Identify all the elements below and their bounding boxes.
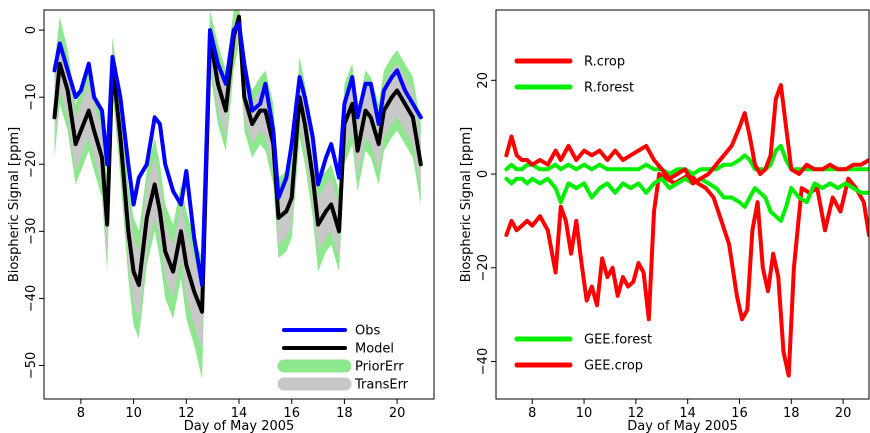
y-tick-label: −40	[24, 285, 39, 312]
y-tick-label: −30	[24, 218, 39, 245]
x-tick-label: 12	[178, 406, 195, 421]
left-chart: 8 10 12 14 16 18 20 0 −10 −20 −30 −40 −50 Day of May …	[7, 9, 435, 433]
x-tick-label: 8	[528, 406, 536, 421]
series-model	[52, 14, 423, 314]
x-tick-label: 12	[628, 406, 645, 421]
x-axis-label: Day of May 2005	[184, 419, 295, 433]
y-tick-label: −20	[24, 151, 39, 178]
legend-label-transerr: TransErr	[354, 378, 409, 393]
y-tick-label: −40	[476, 348, 491, 375]
x-tick-label: 8	[77, 406, 85, 421]
plot-frame	[495, 9, 870, 400]
x-tick-label: 16	[283, 406, 300, 421]
series-obs	[52, 21, 423, 287]
x-tick-label: 14	[679, 406, 696, 421]
legend-label-priorerr: PriorErr	[355, 360, 404, 375]
plot-area	[504, 83, 869, 378]
series-gee-crop	[504, 172, 869, 378]
legend-label-obs: Obs	[355, 324, 380, 339]
x-tick-label: 20	[835, 406, 852, 421]
legend-label-model: Model	[355, 342, 394, 357]
y-axis-label: Biospheric Signal [ppm]	[459, 127, 474, 282]
legend-label-gee-forest: GEE.forest	[584, 333, 652, 348]
y-tick-label: 0	[24, 26, 39, 34]
x-tick-label: 14	[231, 406, 248, 421]
x-axis-label: Day of May 2005	[627, 419, 738, 433]
y-axis-label: Biospheric Signal [ppm]	[7, 127, 22, 282]
x-tick-label: 10	[125, 406, 142, 421]
x-tick-label: 18	[336, 406, 353, 421]
legend-label-r-forest: R.forest	[584, 81, 634, 96]
y-tick-label: −50	[24, 352, 39, 379]
right-chart: 8 10 12 14 16 18 20 20 0 −20 −40 Day of May 2005 Bio…	[459, 9, 870, 433]
legend-label-gee-crop: GEE.crop	[584, 359, 643, 374]
y-tick-label: −10	[24, 83, 39, 110]
series-r-crop	[504, 83, 869, 186]
legend-label-r-crop: R.crop	[584, 55, 625, 70]
y-tick-label: 0	[476, 170, 491, 178]
y-tick-label: −20	[476, 254, 491, 281]
x-tick-label: 18	[783, 406, 800, 421]
x-tick-label: 10	[576, 406, 593, 421]
x-tick-label: 16	[731, 406, 748, 421]
x-tick-label: 20	[389, 406, 406, 421]
y-tick-label: 20	[476, 72, 491, 89]
plot-area	[52, 10, 423, 379]
